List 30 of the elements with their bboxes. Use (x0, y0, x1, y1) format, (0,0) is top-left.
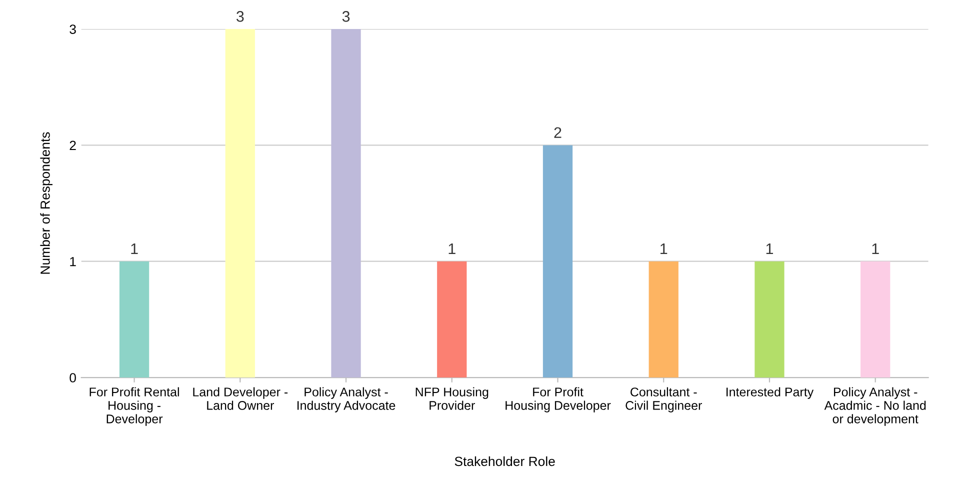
data-label: 1 (448, 244, 456, 254)
x-tick-label: Consultant - Civil Engineer (626, 387, 702, 412)
data-label: 3 (342, 11, 350, 22)
x-tick-label: For Profit Rental Housing - Developer (90, 387, 179, 426)
x-axis-title: Stakeholder Role (454, 456, 555, 466)
bar (860, 261, 890, 378)
y-axis-title: Number of Respondents (40, 132, 52, 274)
bar (648, 261, 678, 378)
bar (119, 261, 150, 378)
x-tick-label: Interested Party (726, 387, 814, 399)
data-label: 3 (236, 11, 244, 22)
x-tick-label: Policy Analyst - Industry Advocate (297, 387, 396, 412)
bar (437, 261, 467, 378)
data-label: 1 (131, 244, 138, 254)
y-tick-label: 3 (70, 24, 76, 34)
x-tick-label: Land Developer - Land Owner (193, 387, 288, 410)
x-tick-label: For Profit Housing Developer (506, 387, 611, 412)
x-tick-label: NFP Housing Provider (416, 387, 488, 410)
y-tick-label: 1 (70, 257, 76, 266)
y-tick-label: 0 (70, 373, 76, 382)
bar (754, 261, 784, 378)
data-label: 1 (766, 244, 773, 254)
data-label: 1 (660, 244, 668, 254)
data-label: 1 (872, 244, 879, 254)
y-tick-label: 2 (70, 140, 76, 150)
bar (225, 29, 255, 378)
bar (331, 29, 361, 378)
bar (542, 145, 573, 378)
x-tick-label: Policy Analyst - Acadmic - No land or development (824, 387, 926, 426)
data-label: 2 (554, 127, 562, 138)
